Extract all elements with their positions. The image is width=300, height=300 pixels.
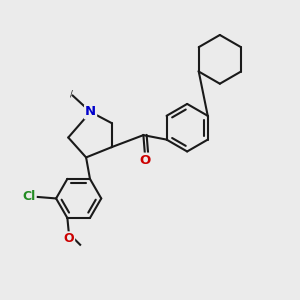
Text: O: O [139,154,151,166]
Text: O: O [64,232,74,245]
Text: N: N [85,106,96,118]
Text: Cl: Cl [22,190,35,203]
Text: /: / [70,89,73,98]
